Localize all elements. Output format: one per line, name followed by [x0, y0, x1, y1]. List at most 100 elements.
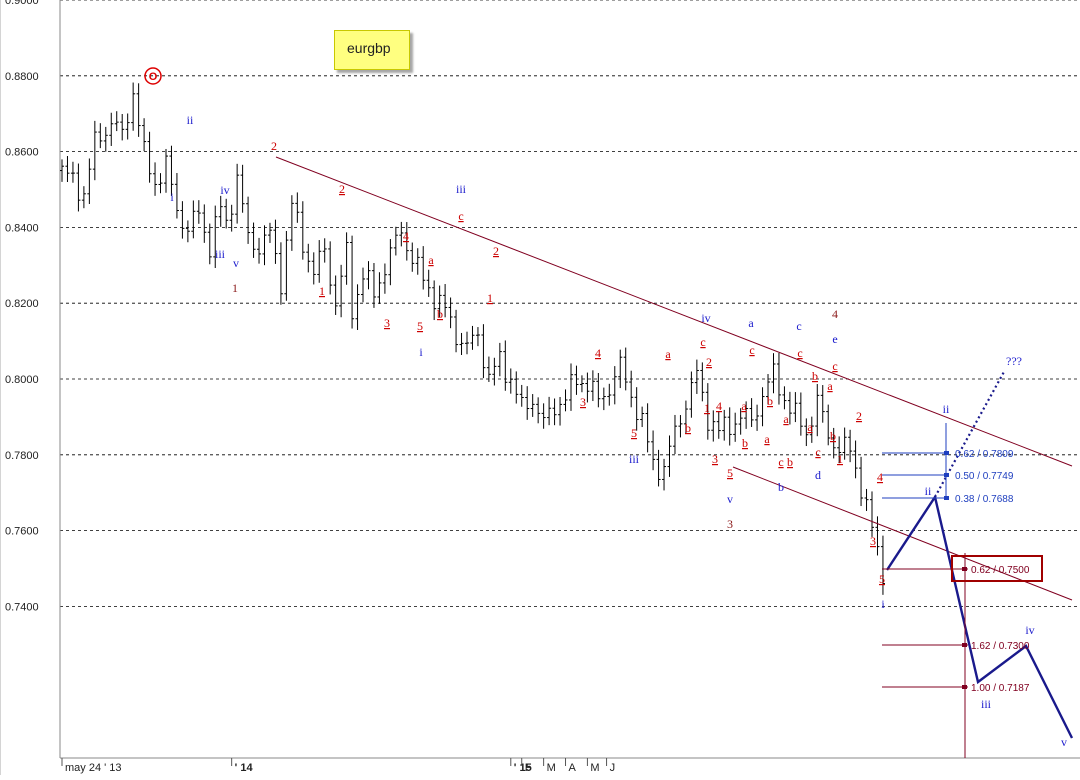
wave-label: 4: [877, 470, 883, 484]
wave-label: iii: [981, 697, 992, 711]
wave-label: ii: [943, 402, 950, 416]
wave-label: 2: [493, 244, 499, 258]
wave-label: v: [1061, 735, 1067, 749]
wave-label: b: [742, 436, 748, 450]
y-tick-label: 0.8400: [5, 222, 39, 234]
x-tick-label: ' 15: [514, 762, 532, 774]
wave-label: ???: [1006, 354, 1022, 368]
y-tick-label: 0.7600: [5, 526, 39, 538]
wave-label: c: [458, 209, 463, 223]
top-marker-circle: [144, 67, 162, 85]
wave-label: b: [437, 307, 443, 321]
wave-label: c: [796, 319, 801, 333]
fib-label: 1.00 / 0.7187: [971, 683, 1030, 694]
top-marker-label: O: [149, 71, 158, 83]
wave-label: e: [832, 332, 837, 346]
wave-label: iv: [1025, 623, 1034, 637]
wave-label: 3: [384, 316, 390, 330]
wave-label: d: [815, 468, 821, 482]
wave-label: a: [665, 347, 671, 361]
wave-label: 3: [727, 517, 733, 531]
wave-label: ii: [925, 484, 932, 498]
wave-label: 3: [580, 395, 586, 409]
wave-label: v: [727, 492, 733, 506]
y-tick-label: 0.8800: [5, 71, 39, 83]
wave-label: a: [827, 379, 833, 393]
wave-label: a: [748, 316, 754, 330]
fib-label: 0.38 / 0.7688: [955, 494, 1014, 505]
y-tick-label: 0.9000: [5, 0, 39, 7]
wave-label: 4: [403, 229, 409, 243]
wave-label: 5: [631, 426, 637, 440]
x-tick-label: may 24 ' 13: [65, 762, 122, 774]
wave-label: b: [787, 455, 793, 469]
wave-label: i: [881, 597, 885, 611]
wave-label: i: [170, 190, 174, 204]
wave-label: v: [233, 256, 239, 270]
y-tick-label: 0.7800: [5, 450, 39, 462]
fib-marker: [962, 567, 967, 571]
wave-label: 2: [271, 139, 277, 153]
fib-label: 0.50 / 0.7749: [955, 471, 1014, 482]
fib-label: 0.62 / 0.7500: [971, 565, 1030, 576]
fib-marker: [962, 685, 967, 689]
wave-label: c: [778, 455, 783, 469]
x-tick-label: F: [525, 762, 532, 774]
wave-label: 1: [319, 284, 325, 298]
wave-label: 1: [487, 291, 493, 305]
y-tick-label: 0.8200: [5, 298, 39, 310]
wave-label: a: [783, 412, 789, 426]
wave-label: 5: [417, 319, 423, 333]
x-tick-label: A: [569, 762, 577, 774]
price-bars: [60, 82, 885, 595]
fib-target-box: [951, 555, 1043, 582]
wave-label: c: [797, 346, 802, 360]
x-tick-label: M: [547, 762, 556, 774]
wave-label: 3: [870, 534, 876, 548]
wave-label: b: [778, 480, 784, 494]
wave-label: ii: [187, 113, 194, 127]
wave-label: 4: [832, 307, 838, 321]
wave-label: a: [428, 253, 434, 267]
wave-label: iii: [215, 247, 226, 261]
fib-label: 1.62 / 0.7300: [971, 641, 1030, 652]
wave-label: 2: [706, 355, 712, 369]
wave-label: i: [419, 345, 423, 359]
y-tick-label: 0.8000: [5, 374, 39, 386]
wave-label: c: [815, 445, 820, 459]
wave-label: b: [812, 369, 818, 383]
wave-label: b: [685, 421, 691, 435]
instrument-note[interactable]: eurgbp: [334, 30, 410, 70]
x-tick-label: J: [610, 762, 616, 774]
x-tick-label: M: [590, 762, 599, 774]
instrument-note-label: eurgbp: [347, 40, 391, 56]
wave-label: 1: [837, 452, 843, 466]
fib-marker: [944, 473, 949, 477]
wave-label: a: [741, 399, 747, 413]
channel-lower-line: [732, 466, 1073, 601]
wave-label: c: [749, 343, 754, 357]
wave-label: 5: [879, 572, 885, 586]
wave-label: 2: [856, 409, 862, 423]
projection-path: [885, 494, 1074, 739]
fib-marker: [944, 451, 949, 455]
overlay-layer: [275, 156, 1074, 739]
wave-label: 1: [232, 281, 238, 295]
wave-label: b: [767, 394, 773, 408]
wave-label: iv: [220, 183, 229, 197]
wave-label: 4: [716, 399, 722, 413]
wave-label: a: [764, 432, 770, 446]
y-tick-label: 0.7400: [5, 601, 39, 613]
wave-label: b: [830, 429, 836, 443]
fib-marker: [944, 496, 949, 500]
wave-label: 5: [727, 466, 733, 480]
y-tick-label: 0.8600: [5, 147, 39, 159]
wave-label: iii: [456, 182, 467, 196]
wave-label: 2: [339, 182, 345, 196]
wave-label: a: [807, 420, 813, 434]
